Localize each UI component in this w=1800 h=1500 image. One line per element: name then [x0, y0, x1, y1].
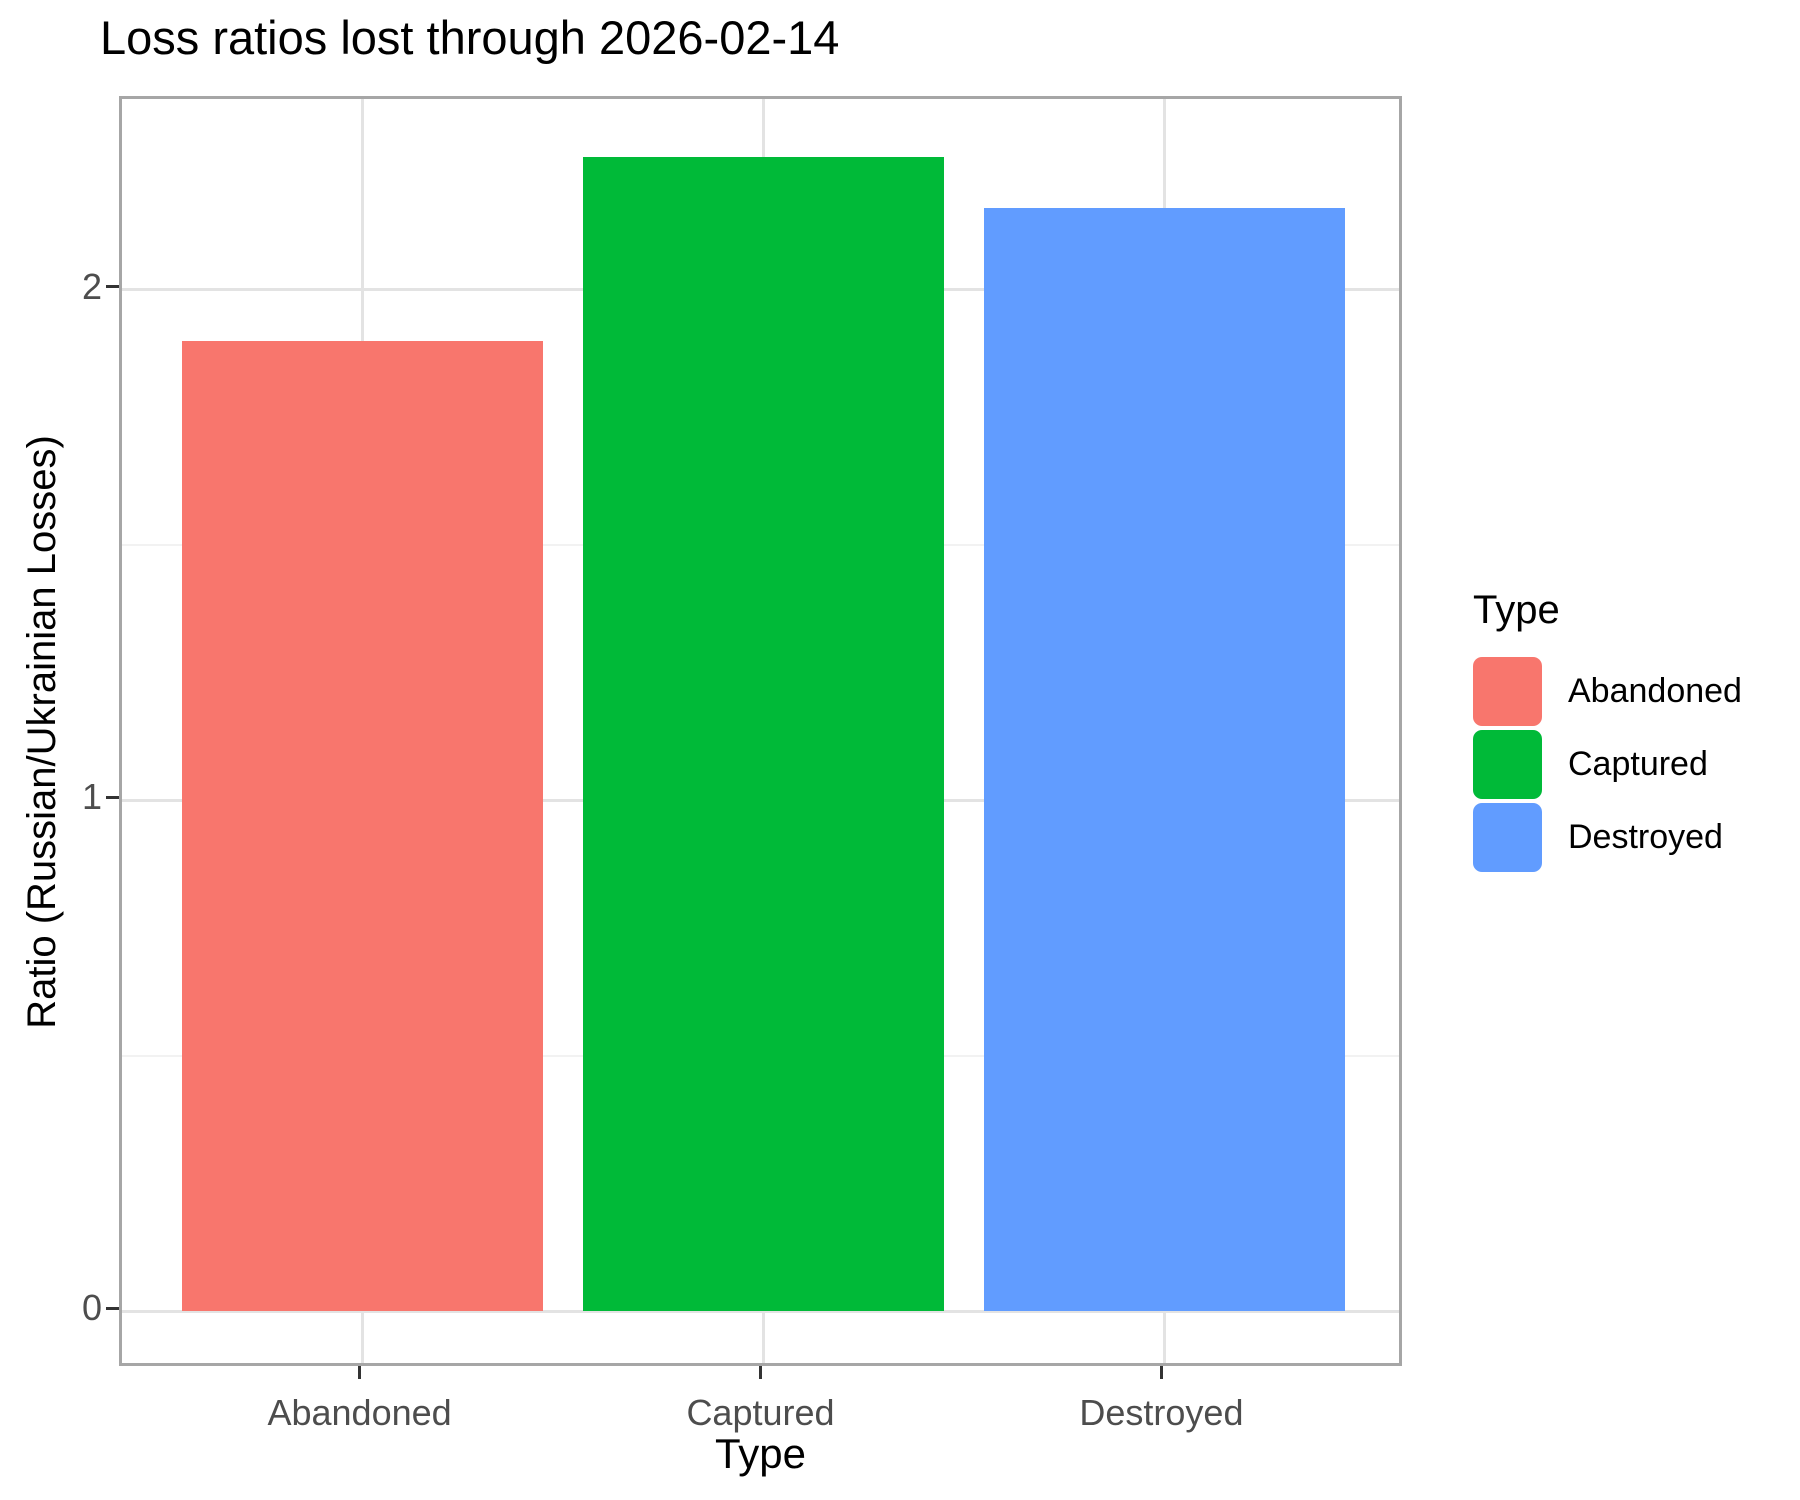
y-tick-mark	[106, 285, 119, 289]
bar-destroyed	[984, 207, 1345, 1312]
y-tick-mark	[106, 1306, 119, 1310]
x-tick-label-destroyed: Destroyed	[1079, 1392, 1244, 1433]
plot-panel	[119, 96, 1402, 1366]
legend-title: Type	[1473, 588, 1560, 632]
x-tick-mark	[358, 1366, 362, 1379]
legend-key-captured	[1473, 730, 1542, 799]
x-tick-label-captured: Captured	[686, 1392, 835, 1433]
legend-label: Destroyed	[1568, 818, 1723, 856]
legend-entries: Abandoned Captured Destroyed	[1473, 657, 1742, 872]
legend-key-abandoned	[1473, 657, 1542, 726]
legend-label: Abandoned	[1568, 672, 1742, 710]
y-tick-label: 2	[81, 265, 102, 307]
y-tick-label: 0	[81, 1287, 102, 1329]
y-tick-mark	[106, 795, 119, 799]
legend-label: Captured	[1568, 745, 1708, 783]
legend-entry-destroyed: Destroyed	[1473, 803, 1742, 872]
y-tick-label: 1	[81, 776, 102, 818]
y-axis-title: Ratio (Russian/Ukrainian Losses)	[20, 435, 64, 1029]
x-tick-mark	[1159, 1366, 1163, 1379]
gridline-major	[122, 1309, 1399, 1313]
bar-abandoned	[182, 340, 543, 1312]
legend-key-destroyed	[1473, 803, 1542, 872]
legend: Type Abandoned Captured Destroyed	[1473, 588, 1742, 876]
bar-captured	[583, 156, 944, 1312]
chart-title: Loss ratios lost through 2026-02-14	[100, 11, 840, 64]
legend-entry-abandoned: Abandoned	[1473, 657, 1742, 726]
x-tick-mark	[759, 1366, 762, 1379]
x-tick-label-abandoned: Abandoned	[267, 1392, 452, 1433]
legend-entry-captured: Captured	[1473, 730, 1742, 799]
x-axis-title: Type	[714, 1430, 807, 1477]
